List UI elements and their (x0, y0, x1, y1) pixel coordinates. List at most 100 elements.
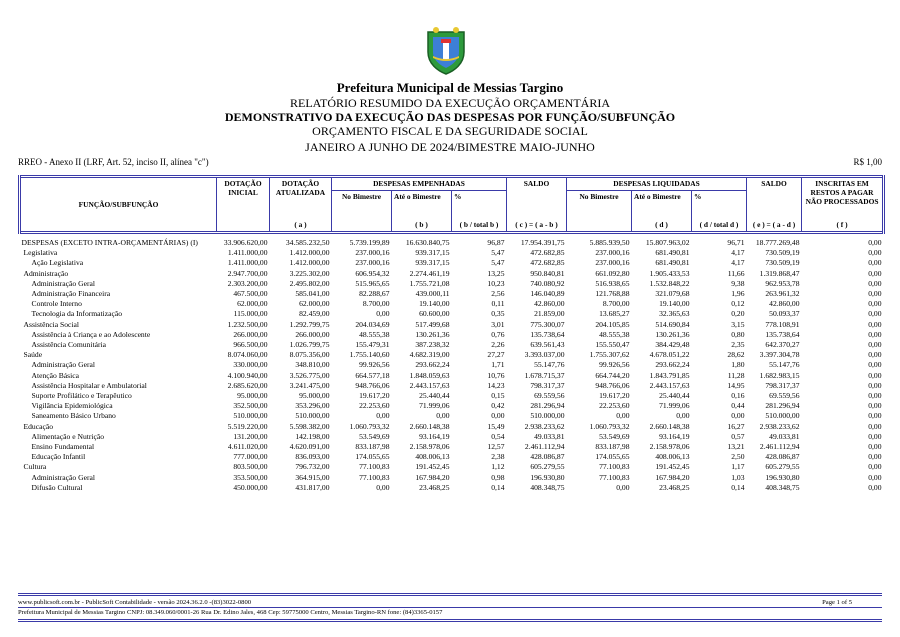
table-row: Educação Infantil 777.000,00 836.093,00 174… (20, 452, 884, 462)
cell-value: 281.296,94 (530, 401, 565, 411)
row-label: Assistência Comunitária (31, 340, 106, 350)
cell-value: 0,00 (868, 299, 882, 309)
cell-value: 353.296,00 (295, 401, 330, 411)
cell-value: 14,95 (727, 380, 745, 390)
cell-value: 948.766,06 (355, 380, 390, 390)
cell-value: 833.187,98 (355, 442, 390, 452)
cell-value: 0,00 (868, 472, 882, 482)
cell-value: 27,27 (487, 350, 505, 360)
cell-value: 142.198,00 (295, 431, 330, 441)
cell-value: 0,20 (731, 309, 745, 319)
cell-value: 0,00 (868, 329, 882, 339)
cell-value: 167.984,20 (415, 472, 450, 482)
cell-value: 48.555,38 (359, 329, 390, 339)
cell-value: 0,80 (731, 329, 745, 339)
cell-value: 585.041,00 (295, 289, 330, 299)
cell-value: 1.060.793,32 (589, 421, 630, 431)
cell-value: 5.739.199,89 (349, 238, 390, 247)
cell-value: 135.738,64 (530, 329, 565, 339)
cell-value: 50.093,37 (769, 309, 800, 319)
cell-value: 0,14 (491, 482, 505, 492)
cell-value: 191.452,45 (655, 462, 690, 472)
cell-value: 4.100.940,00 (227, 370, 268, 380)
cell-value: 1,71 (491, 360, 505, 370)
cell-value: 408.348,75 (530, 482, 565, 492)
row-label: Administração Financeira (31, 289, 111, 299)
table-row: Assistência à Criança e ao Adolescente 26… (20, 330, 884, 340)
report-name: RELATÓRIO RESUMIDO DA EXECUÇÃO ORÇAMENTÁ… (289, 96, 610, 110)
column-header: Até o Bimestre (391, 190, 452, 219)
cell-value: 348.810,00 (295, 360, 330, 370)
cell-value: 42.860,00 (769, 299, 800, 309)
cell-value: 0,00 (868, 442, 882, 452)
cell-value: 467.500,00 (233, 289, 268, 299)
cell-value: 34.585.232,50 (285, 238, 330, 247)
cell-value: 353.500,00 (233, 472, 268, 482)
cell-value: 53.549,69 (359, 431, 390, 441)
cell-value: 62.000,00 (237, 299, 268, 309)
cell-value: 25.440,44 (659, 391, 690, 401)
cell-value: 49.033,81 (769, 431, 800, 441)
table-row: Ensino Fundamental 4.611.020,00 4.620.091,… (20, 442, 884, 452)
cell-value: 15.807.963,02 (645, 238, 690, 247)
row-label: Difusão Cultural (31, 482, 83, 492)
expense-table: FUNÇÃO/SUBFUNÇÃO DOTAÇÃO INICIAL DOTAÇÃO… (18, 175, 886, 493)
cell-value: 2.495.802,00 (289, 278, 330, 288)
cell-value: 0,00 (376, 411, 390, 421)
cell-value: 0,00 (376, 482, 390, 492)
cell-value: 19.617,20 (359, 391, 390, 401)
cell-value: 71.999,06 (659, 401, 690, 411)
table-row: Atenção Básica 4.100.940,00 3.526.775,00 66… (20, 371, 884, 381)
footer-software: www.publicsoft.com.br - PublicSoft Conta… (18, 599, 252, 606)
cell-value: 0,98 (491, 472, 505, 482)
cell-value: 0,00 (868, 248, 882, 258)
cell-value: 681.490,81 (655, 248, 690, 258)
cell-value: 237.000,16 (355, 248, 390, 258)
row-label: Ação Legislativa (31, 258, 84, 268)
row-label: Assistência Social (23, 319, 79, 329)
cell-value: 681.490,81 (655, 258, 690, 268)
cell-value: 5.885.939,50 (589, 238, 630, 247)
cell-value: 730.509,19 (765, 258, 800, 268)
cell-value: 82.459,00 (299, 309, 330, 319)
table-row: Saúde 8.074.060,00 8.075.356,00 1.755.140,6… (20, 350, 884, 360)
cell-value: 21.859,00 (534, 309, 565, 319)
cell-value: 408.006,13 (415, 452, 450, 462)
table-row: Vigilância Epidemiológica 352.500,00 353.2… (20, 401, 884, 411)
cell-value: 69.559,56 (769, 391, 800, 401)
cell-value: 32.365,63 (659, 309, 690, 319)
table-row: Saneamento Básico Urbano 510.000,00 510.00… (20, 411, 884, 421)
column-header: INSCRITAS EM RESTOS A PAGAR NÃO PROCESSA… (801, 176, 886, 219)
column-ref: ( d / total d ) (690, 218, 747, 233)
footer-address: Prefeitura Municipal de Messias Targino … (18, 609, 443, 616)
cell-value: 22.253,60 (359, 401, 390, 411)
cell-value: 1.678.715,37 (524, 370, 565, 380)
cell-value: 3.397.304,78 (759, 350, 800, 360)
row-label: DESPESAS (EXCETO INTRA-ORÇAMENTÁRIAS) (I… (21, 238, 198, 247)
cell-value: 605.279,55 (530, 462, 565, 472)
table-row: Educação 5.519.220,00 5.598.382,00 1.060.79… (20, 422, 884, 432)
cell-value: 5.598.382,00 (289, 421, 330, 431)
cell-value: 798.317,37 (765, 380, 800, 390)
cell-value: 8.074.060,00 (227, 350, 268, 360)
cell-value: 0,00 (436, 411, 450, 421)
cell-value: 121.768,88 (595, 289, 630, 299)
cell-value: 3,15 (731, 319, 745, 329)
row-label: Suporte Profilático e Terapêutico (31, 391, 132, 401)
cell-value: 93.164,19 (659, 431, 690, 441)
cell-value: 82.288,67 (359, 289, 390, 299)
period: JANEIRO A JUNHO DE 2024/BIMESTRE MAIO-JU… (305, 140, 595, 154)
cell-value: 2.461.112,94 (759, 442, 800, 452)
cell-value: 833.187,98 (595, 442, 630, 452)
column-ref (331, 218, 392, 233)
cell-value: 77.100,83 (599, 472, 630, 482)
cell-value: 2.685.620,00 (227, 380, 268, 390)
cell-value: 778.108,91 (765, 319, 800, 329)
cell-value: 661.092,80 (595, 268, 630, 278)
footer-rule (18, 593, 882, 596)
row-label: Alimentação e Nutrição (31, 431, 105, 441)
cell-value: 428.086,87 (530, 452, 565, 462)
cell-value: 1.682.983,15 (759, 370, 800, 380)
column-ref: ( b ) (391, 218, 452, 233)
cell-value: 517.499,68 (415, 319, 450, 329)
